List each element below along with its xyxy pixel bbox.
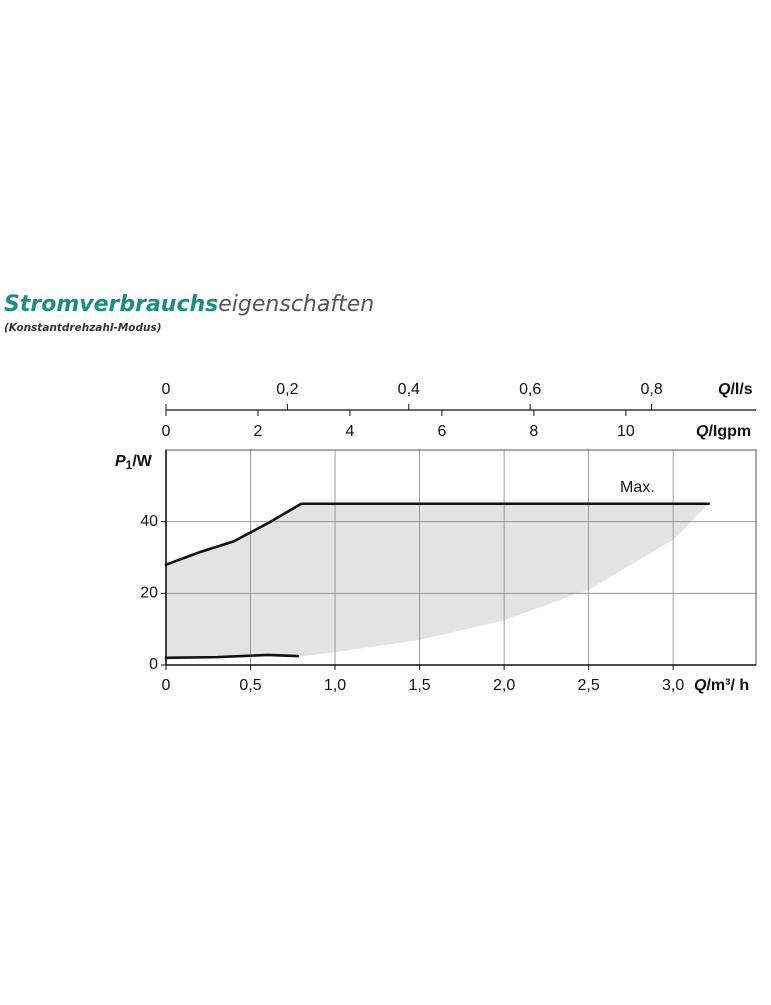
x-tick-label: 3,0 bbox=[662, 677, 684, 694]
top-tick-label: 0,2 bbox=[276, 381, 298, 398]
top-label-symbol: Q bbox=[696, 423, 709, 440]
annotation: Max. bbox=[620, 479, 655, 496]
range-area bbox=[166, 503, 709, 658]
top-axis-label: Q/Igpm bbox=[696, 423, 751, 440]
x-tick-label: 1,0 bbox=[324, 677, 346, 694]
y-tick-label: 40 bbox=[140, 513, 158, 530]
title-light: eigenschaften bbox=[218, 292, 374, 317]
y-axis-label: P1/W bbox=[115, 453, 153, 472]
chart-title: Stromverbrauchseigenschaften bbox=[4, 292, 374, 317]
top-tick-label: 0,8 bbox=[640, 381, 662, 398]
top-tick-label: 0 bbox=[162, 423, 171, 440]
top-tick-label: 10 bbox=[617, 423, 635, 440]
chart-subtitle: (Konstantdrehzahl-Modus) bbox=[4, 322, 162, 334]
x-label-symbol: Q bbox=[694, 677, 707, 694]
y-label-unit: /W bbox=[132, 453, 152, 470]
y-tick-label: 0 bbox=[149, 656, 158, 673]
x-tick-label: 0,5 bbox=[239, 677, 261, 694]
title-bold: Stromverbrauchs bbox=[4, 292, 218, 317]
top-label-symbol: Q bbox=[718, 381, 731, 398]
x-tick-label: 2,5 bbox=[578, 677, 600, 694]
top-tick-label: 6 bbox=[437, 423, 446, 440]
y-tick-label: 20 bbox=[140, 585, 158, 602]
data-line bbox=[164, 653, 300, 660]
top-tick-label: 8 bbox=[529, 423, 538, 440]
top-tick-label: 2 bbox=[254, 423, 263, 440]
top-label-unit: /l/s bbox=[730, 381, 752, 398]
top-tick-label: 0,6 bbox=[519, 381, 541, 398]
y-label-symbol: P bbox=[115, 453, 126, 470]
x-tick-label: 2,0 bbox=[493, 677, 515, 694]
x-tick-label: 1,5 bbox=[408, 677, 430, 694]
x-axis-label: Q/m³/ h bbox=[694, 677, 749, 694]
top-axis-label: Q/l/s bbox=[718, 381, 753, 398]
y-label-subscript: 1 bbox=[126, 458, 133, 472]
top-tick-label: 4 bbox=[345, 423, 354, 440]
top-tick-label: 0,4 bbox=[398, 381, 420, 398]
top-tick-label: 0 bbox=[162, 381, 171, 398]
data-line bbox=[164, 502, 710, 566]
x-label-unit: /m³/ h bbox=[706, 677, 749, 694]
x-tick-label: 0 bbox=[162, 677, 171, 694]
top-label-unit: /Igpm bbox=[708, 423, 751, 440]
